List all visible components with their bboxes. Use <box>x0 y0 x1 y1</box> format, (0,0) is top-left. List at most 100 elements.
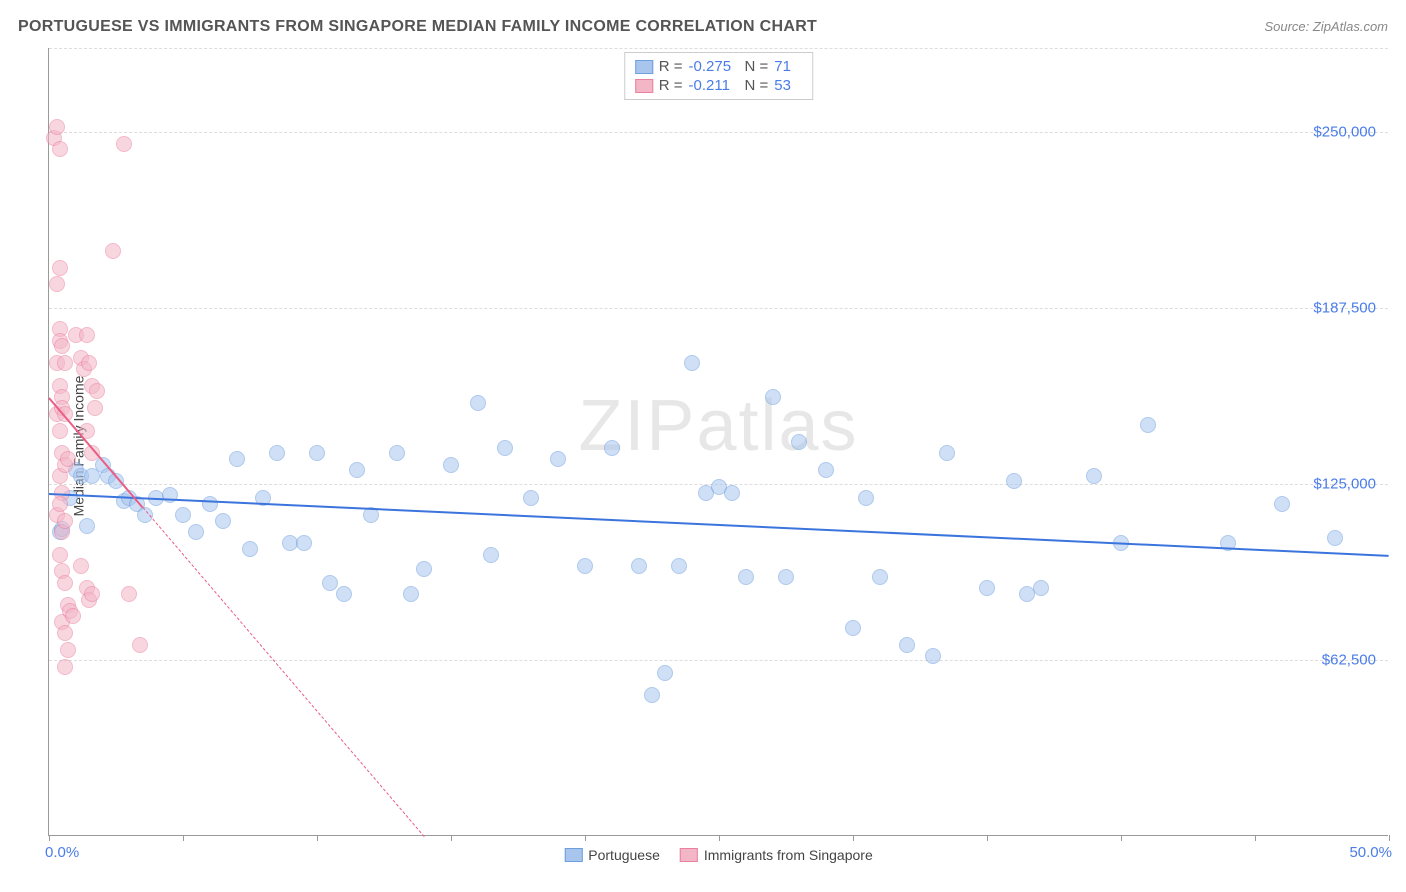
data-point <box>60 642 76 658</box>
data-point <box>979 580 995 596</box>
x-tick <box>853 835 854 841</box>
gridline <box>49 660 1388 661</box>
legend-label: Portuguese <box>588 847 660 863</box>
x-axis-start-label: 0.0% <box>45 844 79 861</box>
x-tick <box>585 835 586 841</box>
data-point <box>188 524 204 540</box>
gridline <box>49 132 1388 133</box>
data-point <box>644 687 660 703</box>
data-point <box>87 400 103 416</box>
data-point <box>60 451 76 467</box>
stat-n-label: N = <box>745 58 769 75</box>
stat-r-label: R = <box>659 77 683 94</box>
x-axis-end-label: 50.0% <box>1349 844 1392 861</box>
data-point <box>54 338 70 354</box>
data-point <box>349 462 365 478</box>
stats-row: R =-0.211N =53 <box>635 76 803 95</box>
gridline <box>49 308 1388 309</box>
data-point <box>684 355 700 371</box>
data-point <box>105 243 121 259</box>
data-point <box>202 496 218 512</box>
data-point <box>724 485 740 501</box>
data-point <box>57 575 73 591</box>
data-point <box>470 395 486 411</box>
data-point <box>132 637 148 653</box>
y-tick-label: $125,000 <box>1313 476 1376 493</box>
data-point <box>116 136 132 152</box>
gridline <box>49 48 1388 49</box>
data-point <box>1006 473 1022 489</box>
data-point <box>336 586 352 602</box>
stats-legend-box: R =-0.275N =71R =-0.211N =53 <box>624 52 814 100</box>
data-point <box>925 648 941 664</box>
data-point <box>242 541 258 557</box>
x-tick <box>49 835 50 841</box>
data-point <box>81 355 97 371</box>
watermark-part1: ZIP <box>578 386 696 466</box>
stat-r-value: -0.211 <box>689 77 739 94</box>
data-point <box>497 440 513 456</box>
data-point <box>52 496 68 512</box>
data-point <box>403 586 419 602</box>
data-point <box>872 569 888 585</box>
chart-title: PORTUGUESE VS IMMIGRANTS FROM SINGAPORE … <box>18 18 817 36</box>
x-tick <box>183 835 184 841</box>
data-point <box>1086 468 1102 484</box>
data-point <box>52 547 68 563</box>
data-point <box>309 445 325 461</box>
stat-r-value: -0.275 <box>689 58 739 75</box>
data-point <box>738 569 754 585</box>
data-point <box>1033 580 1049 596</box>
data-point <box>215 513 231 529</box>
data-point <box>523 490 539 506</box>
data-point <box>296 535 312 551</box>
data-point <box>1274 496 1290 512</box>
stat-n-label: N = <box>745 77 769 94</box>
y-tick-label: $62,500 <box>1322 652 1376 669</box>
series-swatch <box>635 60 653 74</box>
data-point <box>899 637 915 653</box>
data-point <box>269 445 285 461</box>
trend-line <box>142 507 424 837</box>
data-point <box>604 440 620 456</box>
x-tick <box>1389 835 1390 841</box>
data-point <box>229 451 245 467</box>
data-point <box>1327 530 1343 546</box>
legend-item: Immigrants from Singapore <box>680 847 873 863</box>
series-swatch <box>635 79 653 93</box>
data-point <box>631 558 647 574</box>
data-point <box>79 518 95 534</box>
x-tick <box>987 835 988 841</box>
data-point <box>818 462 834 478</box>
data-point <box>175 507 191 523</box>
data-point <box>57 625 73 641</box>
data-point <box>162 487 178 503</box>
stat-r-label: R = <box>659 58 683 75</box>
x-tick <box>451 835 452 841</box>
data-point <box>416 561 432 577</box>
source-label: Source: ZipAtlas.com <box>1264 19 1388 34</box>
data-point <box>49 276 65 292</box>
legend-label: Immigrants from Singapore <box>704 847 873 863</box>
data-point <box>73 558 89 574</box>
data-point <box>577 558 593 574</box>
stats-row: R = -0.275 N = 71 <box>635 57 803 76</box>
y-tick-label: $187,500 <box>1313 300 1376 317</box>
data-point <box>49 119 65 135</box>
data-point <box>858 490 874 506</box>
x-tick <box>1255 835 1256 841</box>
y-tick-label: $250,000 <box>1313 124 1376 141</box>
data-point <box>52 141 68 157</box>
data-point <box>389 445 405 461</box>
x-tick <box>317 835 318 841</box>
data-point <box>65 608 81 624</box>
data-point <box>443 457 459 473</box>
legend-item: Portuguese <box>564 847 660 863</box>
data-point <box>1140 417 1156 433</box>
data-point <box>57 659 73 675</box>
data-point <box>84 586 100 602</box>
legend-swatch <box>680 848 698 862</box>
data-point <box>89 383 105 399</box>
stat-n-value: 71 <box>774 58 802 75</box>
legend-swatch <box>564 848 582 862</box>
